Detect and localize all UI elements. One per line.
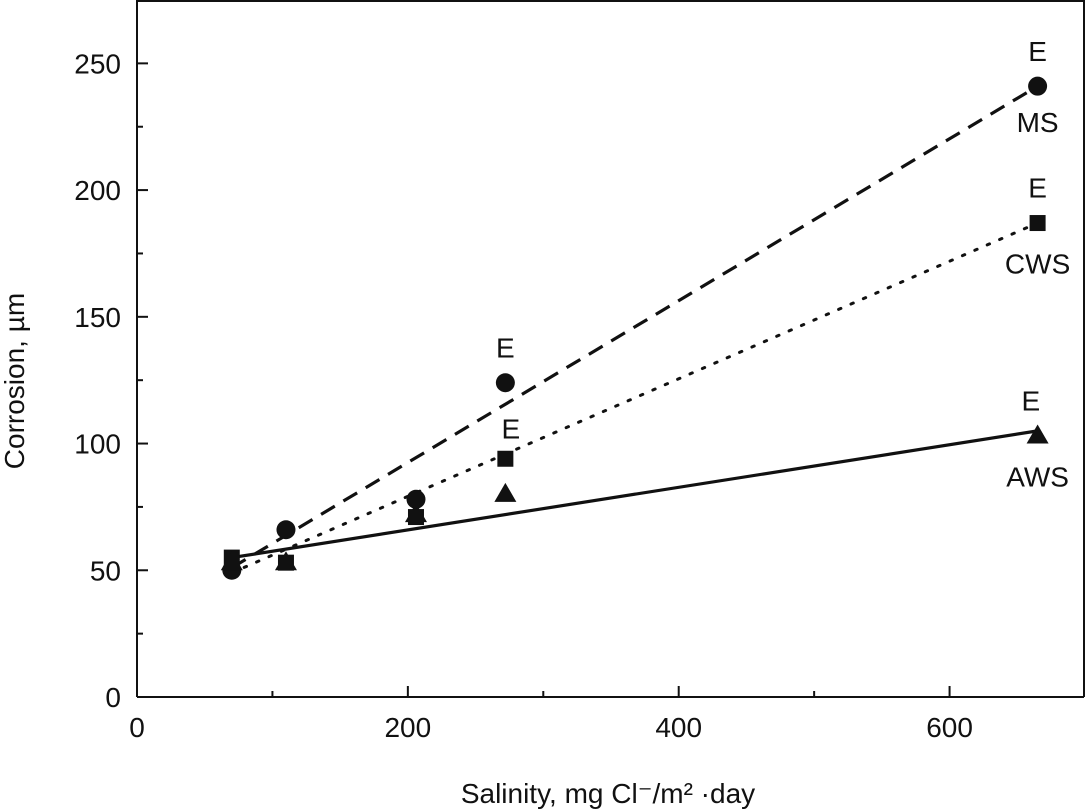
x-tick-label: 600: [926, 712, 973, 743]
fit-lines: [230, 84, 1040, 575]
annotation-label: E: [1021, 386, 1040, 417]
fit-line-aws: [231, 429, 1038, 560]
marker-cws: [497, 450, 514, 467]
marker-ms: [276, 520, 296, 540]
x-tick-label: 200: [384, 712, 431, 743]
marker-aws: [274, 551, 297, 571]
plot-frame: [136, 0, 1085, 698]
annotations: E MS E CWS E E E AWS: [496, 36, 1070, 493]
y-tick-label: 200: [74, 175, 121, 206]
marker-cws: [1029, 215, 1046, 232]
annotation-label: MS: [1017, 107, 1059, 138]
data-markers: [220, 76, 1049, 580]
annotation-label: E: [1028, 36, 1047, 67]
y-axis-label: Corrosion, µm: [0, 293, 30, 469]
annotation-label: CWS: [1005, 249, 1070, 280]
x-axis-ticks: 0 200 400 600: [129, 686, 1085, 743]
x-tick-label: 400: [655, 712, 702, 743]
annotation-label: E: [501, 413, 520, 444]
y-tick-label: 150: [74, 302, 121, 333]
marker-aws: [404, 503, 427, 523]
marker-aws: [494, 482, 517, 502]
y-tick-label: 50: [90, 555, 121, 586]
annotation-label: E: [496, 332, 515, 363]
x-tick-label: 0: [129, 712, 145, 743]
fit-line-cws: [230, 221, 1040, 575]
marker-aws: [1026, 424, 1049, 444]
y-axis-ticks: 0 50 100 150 200 250: [74, 0, 148, 713]
fit-line-ms: [230, 84, 1039, 570]
marker-ms: [406, 489, 426, 509]
y-tick-label: 0: [105, 682, 121, 713]
y-tick-label: 100: [74, 429, 121, 460]
y-tick-label: 250: [74, 48, 121, 79]
marker-ms: [1028, 76, 1048, 96]
annotation-label: AWS: [1006, 462, 1069, 493]
marker-aws: [220, 551, 243, 571]
x-axis-label: Salinity, mg Cl⁻/m² ·day: [461, 778, 755, 809]
marker-ms: [495, 373, 515, 393]
annotation-label: E: [1028, 173, 1047, 204]
